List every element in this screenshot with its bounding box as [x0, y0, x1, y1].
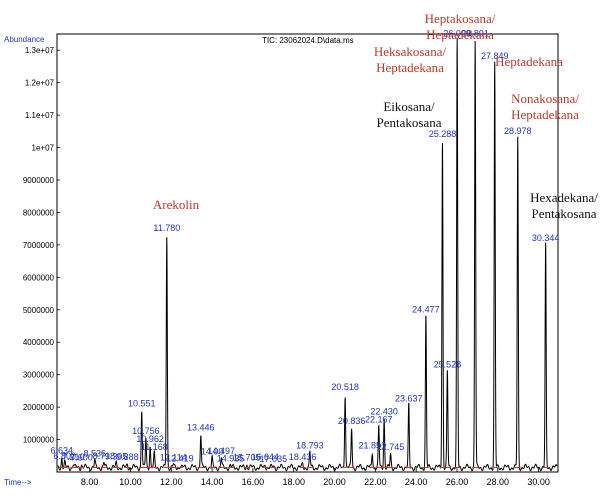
peak-label: 11.168: [141, 442, 168, 452]
y-axis-title: Abundance: [4, 35, 45, 44]
x-tick-label: 10.00: [119, 477, 142, 487]
peak-label: 9.305: [105, 452, 128, 462]
peak-label: 24.477: [412, 304, 440, 314]
x-tick-label: 14.00: [201, 477, 224, 487]
peak-label: 6.634: [51, 445, 74, 455]
y-tick-label: 1.1e+07: [25, 111, 55, 120]
y-tick-label: 9000000: [23, 176, 55, 185]
peak-label: 26.009: [443, 28, 471, 38]
y-tick-label: 1000000: [23, 436, 55, 445]
peak-label: 28.978: [504, 126, 532, 136]
peak-label: 14.00: [201, 446, 224, 456]
x-tick-label: 18.00: [282, 477, 305, 487]
peak-label: 14.497: [208, 446, 236, 456]
compound-annotation-line: Eikosana/: [383, 99, 435, 114]
peak-label: 7.600: [70, 453, 93, 463]
x-axis-title: Time-->: [4, 478, 32, 487]
compound-annotation: Arekolin: [153, 197, 200, 212]
x-tick-label: 30.00: [527, 477, 550, 487]
peak-label: 30.344: [532, 233, 560, 243]
peak-label: 6.800: [53, 451, 76, 461]
y-tick-label: 6000000: [23, 273, 55, 282]
compound-annotation-line: Pentakosana: [377, 115, 442, 130]
peak-label: 22.745: [377, 442, 405, 452]
peak-label: 18.436: [289, 452, 317, 462]
peak-label: 21.851: [359, 441, 387, 451]
x-tick-label: 24.00: [405, 477, 428, 487]
compound-annotation-line: Heptadekana: [511, 107, 579, 122]
peak-label: 13.446: [187, 423, 215, 433]
compound-annotation-line: Arekolin: [153, 197, 200, 212]
compound-annotation-line: Heptadekana: [426, 27, 494, 42]
chart-title: TIC: 23062024.D\data.ms: [262, 36, 354, 45]
peak-label: 8.718: [93, 451, 116, 461]
y-tick-label: 5000000: [23, 306, 55, 315]
y-tick-label: 2000000: [23, 403, 55, 412]
peak-label: 27.849: [481, 51, 509, 61]
peak-label: 11.780: [153, 223, 180, 233]
tic-trace: [57, 38, 558, 472]
compound-annotation-line: Pentakosana: [532, 206, 597, 221]
compound-annotation-line: Heptadekana: [495, 54, 563, 69]
compound-annotation: Nonakosana/Heptadekana: [511, 91, 579, 122]
y-tick-label: 8000000: [23, 208, 55, 217]
peak-label: 17.035: [260, 454, 288, 464]
peak-label: 9.888: [116, 452, 139, 462]
x-tick-label: 20.00: [323, 477, 346, 487]
peak-label: 10.962: [136, 434, 164, 444]
plot-frame: [56, 33, 559, 473]
compound-annotation-line: Heksakosana/: [374, 44, 447, 59]
peak-label: 12.419: [166, 454, 194, 464]
y-tick-label: 3000000: [23, 371, 55, 380]
peak-label: 15.705: [233, 453, 261, 463]
x-tick-label: 22.00: [364, 477, 387, 487]
compound-annotation-line: Heptakosana/: [425, 11, 496, 26]
peak-label: 25.288: [429, 129, 457, 139]
compound-annotation: Hexadekana/Pentakosana: [530, 190, 598, 221]
peak-label: 20.518: [331, 382, 359, 392]
x-tick-label: 8.00: [81, 477, 99, 487]
x-tick-label: 26.00: [446, 477, 469, 487]
peak-label: 20.836: [338, 416, 366, 426]
compound-annotation: Heptakosana/Heptadekana: [425, 11, 496, 42]
compound-annotation-line: Nonakosana/: [511, 91, 579, 106]
y-tick-label: 7000000: [23, 241, 55, 250]
peak-label: 22.167: [365, 415, 393, 425]
peak-label: 14.935: [217, 454, 245, 464]
peak-label: 8.536: [83, 449, 106, 459]
compound-annotation: Heptadekana: [495, 54, 563, 69]
y-tick-label: 1e+07: [32, 144, 55, 153]
x-tick-label: 16.00: [242, 477, 265, 487]
peak-label: 23.637: [395, 393, 423, 403]
peak-label: 25.528: [434, 359, 462, 369]
x-tick-label: 28.00: [487, 477, 510, 487]
peak-label: 10.551: [128, 398, 156, 408]
compound-annotation-line: Heptadekana: [376, 60, 444, 75]
compound-annotation: Heksakosana/Heptadekana: [374, 44, 447, 75]
compound-annotation-line: Hexadekana/: [530, 190, 598, 205]
peak-label: 7.210: [62, 452, 85, 462]
peak-label: 16.644: [251, 452, 279, 462]
y-tick-label: 1.2e+07: [25, 79, 55, 88]
peak-label: 18.793: [296, 441, 324, 451]
y-tick-label: 1.3e+07: [25, 46, 55, 55]
peak-label: 10.756: [132, 426, 160, 436]
y-tick-label: 4000000: [23, 338, 55, 347]
peak-label: 26.891: [461, 28, 489, 38]
x-tick-label: 12.00: [160, 477, 183, 487]
peak-label: 12.114: [160, 453, 187, 463]
compound-annotation: Eikosana/Pentakosana: [377, 99, 442, 130]
peak-label: 22.430: [370, 406, 398, 416]
